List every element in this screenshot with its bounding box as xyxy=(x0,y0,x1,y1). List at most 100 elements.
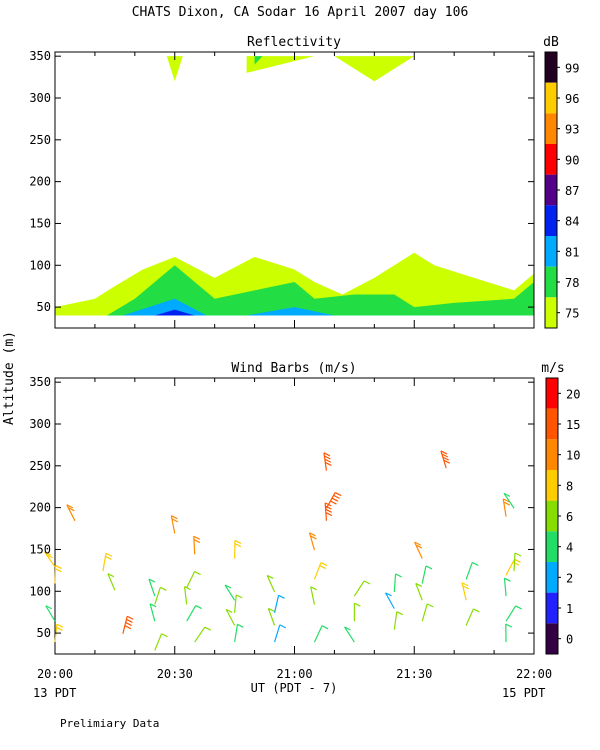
y-tick-label: 250 xyxy=(29,133,51,147)
wind-barb xyxy=(344,626,355,643)
wind-barb xyxy=(313,625,329,643)
wind-barb xyxy=(503,577,511,597)
wind-barb xyxy=(513,552,522,572)
wind-barb xyxy=(107,573,116,591)
colorbar-label: 6 xyxy=(566,510,573,524)
wind-barb xyxy=(122,615,134,634)
wind-barb xyxy=(465,561,479,580)
page-title: CHATS Dixon, CA Sodar 16 April 2007 day … xyxy=(132,5,469,20)
colorbar-label: 93 xyxy=(565,123,579,137)
colorbar-label: 90 xyxy=(565,153,579,167)
wind-barb xyxy=(505,623,513,643)
colorbar-swatch xyxy=(546,470,558,501)
colorbar-label: 4 xyxy=(566,541,573,555)
wind-barb xyxy=(421,565,433,584)
wind-barb xyxy=(273,594,285,613)
colorbar-label: 87 xyxy=(565,184,579,198)
wind-barb xyxy=(353,580,371,597)
colorbar-swatch xyxy=(546,531,558,562)
wind-barb xyxy=(186,571,201,588)
y-tick-label: 100 xyxy=(29,258,51,272)
colorbar-label: 15 xyxy=(566,418,580,432)
colorbar-label: 78 xyxy=(565,276,579,290)
colorbar-swatch xyxy=(546,562,558,593)
colorbar-label: 0 xyxy=(566,633,573,647)
reflectivity-colorbar-title: dB xyxy=(543,35,559,50)
wind-barbs-title: Wind Barbs (m/s) xyxy=(231,361,356,376)
wind-colorbar-title: m/s xyxy=(541,361,564,376)
wind-barb xyxy=(102,552,113,572)
wind-barb xyxy=(324,502,333,521)
reflectivity-top-patch xyxy=(334,56,415,82)
reflectivity-title: Reflectivity xyxy=(247,35,341,50)
wind-barb xyxy=(66,504,76,522)
colorbar-label: 20 xyxy=(566,387,580,401)
reflectivity-colorbar: 99 96 93 90 87 84 81 78 75 xyxy=(544,51,579,329)
colorbar-swatch xyxy=(545,266,557,298)
colorbar-swatch xyxy=(546,439,558,470)
y-tick-label: 200 xyxy=(29,175,51,189)
wind-barb xyxy=(154,633,168,651)
colorbar-swatch xyxy=(546,378,558,409)
x-tick-label: 20:00 xyxy=(37,667,73,681)
y-tick-label: 50 xyxy=(37,300,51,314)
wind-barb xyxy=(224,584,236,601)
right-time-note: 15 PDT xyxy=(502,686,545,700)
wind-barb xyxy=(234,594,243,613)
wind-barbs-frame xyxy=(54,377,535,655)
y-tick-label: 100 xyxy=(29,584,51,598)
colorbar-label: 75 xyxy=(565,307,579,321)
wind-barb xyxy=(415,582,423,601)
reflectivity-inner-patch xyxy=(394,269,435,293)
wind-barb xyxy=(194,626,212,643)
wind-barb xyxy=(503,492,515,509)
footer-note: Prelimiary Data xyxy=(60,717,159,730)
colorbar-swatch xyxy=(545,205,557,236)
wind-barb xyxy=(465,608,480,626)
colorbar-swatch xyxy=(545,297,557,328)
y-tick-label: 200 xyxy=(29,501,51,515)
wind-barb xyxy=(502,498,511,517)
wind-barb xyxy=(308,532,317,551)
wind-barb xyxy=(44,551,56,568)
wind-barb xyxy=(393,573,402,592)
colorbar-label: 96 xyxy=(565,92,579,106)
colorbar-swatch xyxy=(546,592,558,624)
wind-barb xyxy=(385,592,395,609)
wind-barb xyxy=(323,452,332,471)
wind-barb xyxy=(148,578,156,597)
wind-barbs-plot-area xyxy=(44,450,522,651)
reflectivity-top-patch xyxy=(246,56,315,73)
colorbar-swatch xyxy=(545,236,557,267)
reflectivity-x-ticks xyxy=(54,52,535,328)
colorbar-swatch xyxy=(546,500,558,532)
wind-barb xyxy=(154,586,167,605)
wind-barb xyxy=(461,582,470,601)
reflectivity-top-patch xyxy=(254,56,263,65)
left-time-note: 13 PDT xyxy=(33,686,76,700)
reflectivity-band-84db xyxy=(154,309,195,316)
colorbar-label: 8 xyxy=(566,479,573,493)
wind-barb xyxy=(421,603,434,622)
wind-barb xyxy=(183,586,191,605)
wind-barb xyxy=(54,565,62,584)
wind-barb xyxy=(45,605,56,622)
x-tick-label: 21:30 xyxy=(396,667,432,681)
colorbar-label: 2 xyxy=(566,571,573,585)
wind-barb xyxy=(193,535,201,555)
y-tick-label: 150 xyxy=(29,542,51,556)
colorbar-label: 81 xyxy=(565,245,579,259)
wind-barb xyxy=(266,574,276,593)
x-tick-label: 21:00 xyxy=(276,667,312,681)
wind-barb xyxy=(310,586,317,605)
wind-barb xyxy=(225,608,236,626)
colorbar-label: 84 xyxy=(565,215,579,229)
colorbar-swatch xyxy=(545,113,557,144)
wind-barb xyxy=(325,491,342,509)
wind-barbs-x-axis: 20:00 20:30 21:00 21:30 22:00 xyxy=(37,378,552,681)
y-tick-label: 50 xyxy=(37,626,51,640)
colorbar-swatch xyxy=(545,144,557,175)
reflectivity-top-patch xyxy=(166,56,183,82)
wind-barb xyxy=(313,562,328,580)
